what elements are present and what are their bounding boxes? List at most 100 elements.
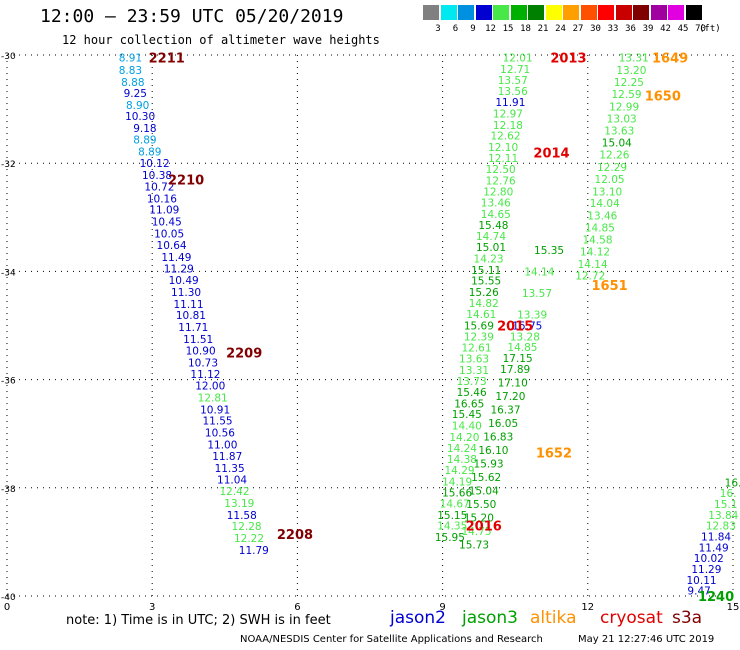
wave-height-value: 11.55 (203, 416, 233, 428)
legend-swatch-label: 6 (452, 24, 459, 34)
wave-height-value: 12.26 (599, 150, 629, 162)
wave-height-value: 12.97 (493, 108, 523, 120)
wave-height-value: 10.38 (142, 170, 172, 182)
wave-height-value: 11.29 (164, 264, 194, 276)
wave-height-value: 15.11 (471, 265, 501, 277)
x-tick-label: 12 (581, 602, 594, 613)
pass-time-label: 1652 (536, 447, 572, 462)
y-tick-label: -30 (1, 52, 16, 62)
x-tick-label: 0 (4, 602, 10, 613)
wave-height-value: 12.42 (219, 486, 249, 498)
legend-swatch (563, 5, 579, 20)
wave-height-value: 17.20 (495, 391, 525, 403)
wave-height-value: 13.63 (604, 126, 634, 138)
wave-height-value: 8.90 (126, 100, 149, 112)
wave-height-value: 12.72 (575, 271, 605, 283)
wave-height-value: 13.57 (498, 75, 528, 87)
generated-timestamp: May 21 12:27:46 UTC 2019 (578, 634, 715, 645)
legend-swatch-label: 3 (435, 24, 441, 34)
wave-height-value: 13.31 (619, 53, 649, 65)
legend-swatch-label: 39 (642, 24, 654, 34)
wave-height-value: 15.15 (437, 510, 467, 522)
legend-swatch-label: 27 (572, 24, 584, 34)
wave-height-value: 10.12 (140, 158, 170, 170)
pass-time-label: 2016 (466, 520, 502, 535)
wave-height-value: 12.00 (195, 381, 225, 393)
wave-height-value: 12.76 (486, 176, 516, 188)
legend-swatch-label: 36 (625, 24, 636, 34)
wave-height-value: 15.04 (602, 138, 632, 150)
wave-height-value: 12.50 (486, 164, 516, 176)
wave-height-value: 13.03 (607, 113, 637, 125)
wave-height-value: 14.67 (440, 498, 470, 510)
wave-height-value: 17.89 (500, 364, 530, 376)
legend-swatch (580, 5, 597, 20)
wave-height-value: 9.47 (687, 586, 710, 598)
wave-height-value: 12.99 (609, 101, 639, 113)
wave-height-value: 11.29 (691, 564, 721, 576)
satellite-legend-altika: altika (530, 608, 577, 628)
y-tick-label: -38 (1, 485, 16, 495)
wave-height-value: 12.29 (597, 162, 627, 174)
y-tick-label: -36 (1, 377, 16, 387)
wave-height-value: 12.05 (595, 174, 625, 186)
wave-height-value: 13.20 (616, 65, 646, 77)
wave-height-value: 10.91 (200, 404, 230, 416)
y-tick-label: -40 (1, 593, 16, 603)
wave-height-value: 10.11 (687, 575, 717, 587)
wave-height-value: 16.65 (454, 398, 484, 410)
wave-height-value: 15.46 (457, 387, 487, 399)
map-subtitle: 12 hour collection of altimeter wave hei… (62, 33, 380, 47)
x-tick-label: 3 (149, 602, 155, 613)
wave-height-value: 10.02 (694, 553, 724, 565)
satellite-tracks: 8.918.838.889.258.9010.309.188.898.8910.… (119, 53, 740, 598)
wave-height-value: 11.79 (239, 545, 269, 557)
legend-swatch (668, 5, 684, 20)
wave-height-value: 10.30 (125, 111, 155, 123)
wave-height-value: 12.28 (232, 521, 262, 533)
wave-height-value: 10.49 (169, 275, 199, 287)
wave-height-value: 12.10 (488, 142, 518, 154)
wave-height-value: 14.82 (469, 298, 499, 310)
wave-height-value: 14.29 (445, 465, 475, 477)
wave-height-value: 12.39 (464, 331, 494, 343)
legend-swatch-label: 42 (660, 24, 671, 34)
wave-height-value: 13.31 (459, 365, 489, 377)
pass-time-label: 2210 (168, 173, 204, 188)
wave-height-value: 10.45 (152, 217, 182, 229)
pass-time-label: 1650 (645, 90, 681, 105)
wave-height-value: 13.57 (522, 288, 552, 300)
wave-height-value: 14.14 (524, 266, 554, 278)
legend-swatch-label: 33 (607, 24, 619, 34)
wave-height-value: 16.10 (478, 445, 508, 457)
legend-swatch (458, 5, 474, 20)
wave-height-value: 17.10 (498, 377, 528, 389)
pass-time-label: 2209 (226, 347, 262, 362)
legend-swatch-label: 70 (695, 24, 706, 34)
legend-swatch (528, 5, 544, 20)
wave-height-value: 15.04 (469, 486, 499, 498)
legend-swatch-label: 18 (520, 24, 531, 34)
wave-height-value: 14.61 (466, 309, 496, 321)
axis-ticks: 0 3 6 9 12 15 -30 -32 -34 -36 -38 -40 (1, 52, 739, 613)
wave-height-value: 13.19 (224, 498, 254, 510)
wave-height-value: 15.75 (512, 321, 542, 333)
wave-height-value: 15.45 (452, 409, 482, 421)
wave-height-value: 11.09 (149, 205, 179, 217)
legend-swatch (475, 5, 492, 20)
wave-height-value: 14.14 (578, 259, 608, 271)
wave-height-value: 15.95 (435, 532, 465, 544)
wave-height-value: 15.35 (534, 245, 564, 257)
wave-height-value: 15.69 (464, 321, 494, 333)
wave-height-value: 12.18 (493, 120, 523, 132)
wave-height-value: 8.83 (119, 65, 142, 77)
legend-swatch (440, 5, 457, 20)
wave-height-value: 10.05 (154, 229, 184, 241)
pass-time-label: 2211 (149, 52, 185, 67)
wave-height-value: 12.62 (490, 131, 520, 143)
credit-text: NOAA/NESDIS Center for Satellite Applica… (240, 634, 543, 645)
wave-height-value: 12.25 (614, 77, 644, 89)
wave-height-value: 8.89 (138, 146, 161, 158)
wave-height-value: 11.84 (701, 531, 731, 543)
wave-height-value: 8.91 (119, 53, 142, 65)
